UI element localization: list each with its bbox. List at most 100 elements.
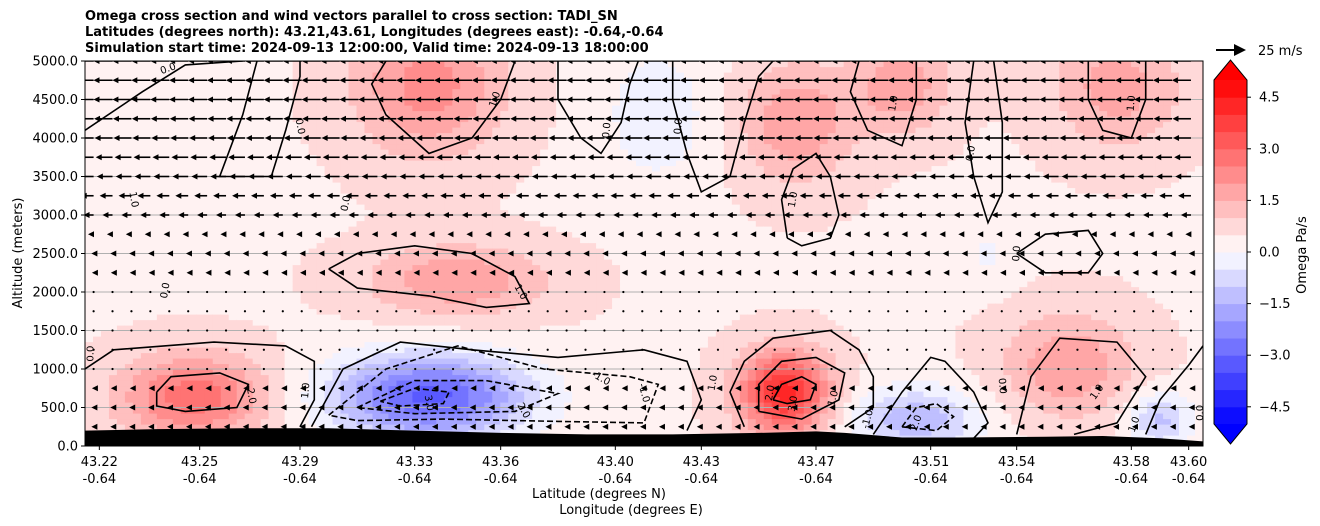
omega-cell (404, 83, 414, 90)
omega-cell (332, 292, 342, 299)
omega-cell (364, 66, 374, 73)
omega-cell (516, 72, 525, 79)
omega-cell (132, 325, 142, 332)
omega-cell (452, 165, 461, 172)
omega-cell (532, 281, 541, 288)
omega-cell (276, 292, 286, 299)
omega-cell (468, 396, 477, 403)
omega-cell (508, 275, 517, 282)
omega-cell (244, 242, 254, 249)
omega-cell (212, 66, 222, 73)
omega-cell (356, 165, 366, 172)
omega-cell (140, 72, 150, 79)
omega-cell (620, 182, 629, 189)
omega-cell (572, 83, 581, 90)
omega-cell (300, 319, 310, 326)
omega-cell (140, 347, 150, 354)
omega-cell (420, 88, 429, 95)
omega-cell (356, 391, 366, 398)
omega-cell (604, 314, 613, 321)
omega-cell (468, 160, 477, 167)
omega-cell (308, 237, 318, 244)
omega-cell (604, 303, 613, 310)
omega-cell (388, 226, 398, 233)
omega-cell (420, 99, 429, 106)
omega-cell (156, 292, 166, 299)
omega-cell (532, 165, 541, 172)
omega-cell (92, 259, 102, 266)
omega-cell (316, 314, 326, 321)
omega-cell (132, 110, 142, 117)
omega-cell (588, 369, 597, 376)
omega-cell (644, 176, 653, 183)
omega-cell (444, 369, 453, 376)
omega-cell (100, 341, 110, 348)
omega-cell (620, 116, 629, 123)
omega-cell (556, 105, 565, 112)
omega-cell (492, 61, 501, 68)
omega-cell (540, 138, 549, 145)
omega-cell (396, 110, 406, 117)
omega-cell (124, 418, 134, 425)
omega-cell (85, 347, 94, 354)
omega-cell (244, 259, 254, 266)
omega-cell (364, 369, 374, 376)
omega-cell (516, 127, 525, 134)
omega-cell (484, 237, 493, 244)
omega-cell (492, 319, 501, 326)
omega-cell (132, 347, 142, 354)
omega-cell (316, 143, 326, 150)
omega-cell (364, 105, 374, 112)
omega-cell (324, 176, 334, 183)
omega-cell (524, 396, 533, 403)
omega-cell (612, 215, 621, 222)
omega-cell (348, 418, 358, 425)
omega-cell (548, 369, 557, 376)
omega-cell (180, 61, 190, 68)
omega-cell (444, 352, 453, 359)
omega-cell (260, 149, 270, 156)
omega-cell (404, 407, 414, 414)
omega-cell (92, 352, 102, 359)
omega-cell (476, 248, 485, 255)
omega-cell (108, 171, 118, 178)
omega-cell (92, 413, 102, 420)
omega-cell (420, 325, 429, 332)
omega-cell (516, 407, 525, 414)
omega-cell (556, 396, 565, 403)
omega-cell (524, 138, 533, 145)
omega-cell (100, 308, 110, 315)
omega-cell (244, 297, 254, 304)
omega-cell (508, 193, 517, 200)
omega-cell (436, 209, 445, 216)
omega-cell (348, 182, 358, 189)
omega-cell (212, 264, 222, 271)
omega-cell (100, 143, 110, 150)
omega-cell (164, 149, 174, 156)
omega-cell (612, 110, 621, 117)
omega-cell (468, 402, 477, 409)
omega-cell (604, 402, 613, 409)
omega-cell (436, 391, 445, 398)
omega-cell (444, 237, 453, 244)
omega-cell (124, 66, 134, 73)
omega-cell (196, 253, 206, 260)
omega-cell (484, 319, 493, 326)
omega-cell (252, 248, 262, 255)
omega-cell (452, 110, 461, 117)
omega-cell (164, 325, 174, 332)
omega-cell (300, 407, 310, 414)
omega-cell (396, 121, 406, 128)
omega-cell (580, 341, 589, 348)
omega-cell (636, 110, 645, 117)
omega-cell (644, 253, 653, 260)
omega-cell (428, 143, 437, 150)
omega-cell (372, 374, 382, 381)
omega-cell (260, 369, 270, 376)
omega-cell (508, 231, 517, 238)
omega-cell (316, 275, 326, 282)
omega-cell (492, 352, 501, 359)
omega-cell (380, 72, 390, 79)
omega-cell (388, 314, 398, 321)
omega-cell (236, 132, 246, 139)
